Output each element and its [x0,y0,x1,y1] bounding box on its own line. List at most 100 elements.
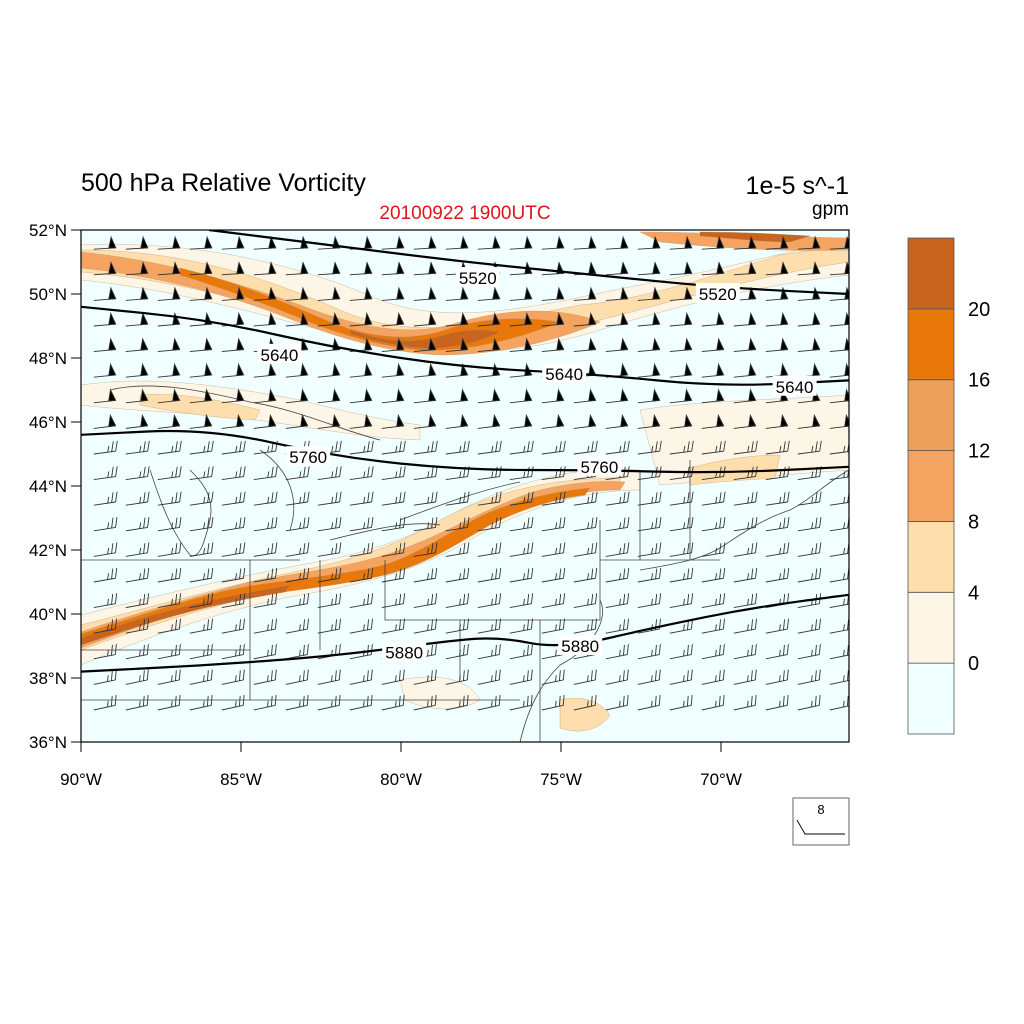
wind-barb [573,542,598,557]
wind-barb [701,694,725,711]
wind-barb [317,669,341,685]
wind-barb [573,618,597,634]
wind-barb [477,388,501,404]
wind-barb [477,491,502,506]
wind-barb [733,593,758,609]
wind-barb [413,517,438,532]
wind-barb [637,669,661,685]
y-tick-label: 42°N [29,541,67,560]
contour-units-label: gpm [812,199,849,220]
wind-barb [285,413,309,429]
wind-barb [413,286,437,301]
wind-barb [125,491,150,506]
wind-barb [509,466,534,481]
wind-barb [189,644,213,660]
wind-barb [189,593,214,609]
contour-label: 5760 [289,448,327,467]
wind-barb [349,567,374,583]
colorbar-label: 12 [968,441,990,463]
wind-barb [477,286,501,301]
wind-barb [573,567,598,583]
wind-barb [221,362,245,378]
wind-barb [381,491,406,506]
wind-barb [701,644,725,660]
wind-barb [413,593,438,609]
wind-barb [509,491,534,506]
coastline [519,469,849,742]
wind-barb [701,542,726,557]
wind-barb [477,669,501,685]
wind-barb [157,593,182,609]
contour-label: 5640 [260,346,298,365]
wind-barb [413,261,437,276]
wind-barb [157,440,182,455]
contour-label-background [542,363,587,383]
wind-barb [797,567,822,583]
wind-barb [317,618,341,634]
wind-barb [605,593,630,609]
colorbar-segment [907,662,955,735]
height-contour-line [208,230,849,296]
wind-barb [157,694,181,711]
wind-barb [125,362,149,378]
wind-barb [93,542,118,557]
wind-barb [125,413,149,429]
wind-barb [509,694,533,711]
wind-barb [413,440,438,455]
wind-barb [573,491,598,506]
wind-barb [317,311,341,327]
wind-barb [253,466,278,481]
colorbar-label: 4 [968,582,979,604]
wind-barb [477,517,502,532]
wind-barb [189,440,214,455]
wind-barb [413,618,437,634]
wind-barb [317,593,342,609]
wind-barb [765,644,789,660]
wind-barb [797,542,822,557]
wind-barb [381,593,406,609]
reference-barb-icon [796,819,845,835]
wind-barb [189,413,213,429]
wind-barb [605,644,629,660]
wind-barb [669,440,694,455]
wind-barb [637,362,661,378]
wind-barb [93,362,117,378]
wind-barb [573,694,597,711]
wind-barb [733,388,757,404]
wind-barb [413,235,437,250]
contour-label: 5880 [385,643,423,662]
wind-barb [285,694,309,711]
wind-barb [125,337,149,353]
wind-barb [381,669,405,685]
wind-barb [605,694,629,711]
wind-barb [445,440,470,455]
colorbar-label: 8 [968,511,979,533]
wind-barb [349,618,373,634]
wind-barb [125,618,149,634]
wind-barb [317,388,341,404]
wind-barb [829,261,849,276]
colorbar-segment [907,308,955,381]
wind-barb [381,694,405,711]
wind-barb [733,491,758,506]
wind-barb [157,517,182,532]
wind-barb [125,311,149,327]
wind-barb [349,261,373,276]
wind-barb [797,261,821,276]
wind-barb [701,413,725,429]
wind-barb [765,542,790,557]
wind-barb [93,311,117,327]
wind-barb [509,567,534,583]
colorbar-label: 0 [968,653,979,675]
wind-barb [669,235,693,250]
wind-barb [253,644,277,660]
wind-barb [93,593,118,609]
colorbar-segment [907,591,955,664]
wind-barb [797,694,821,711]
y-tick-label: 36°N [29,733,67,752]
wind-barb [221,286,245,301]
vorticity-patch-lakes-mid [139,394,261,421]
wind-barb [125,235,149,250]
wind-barb [477,440,502,455]
